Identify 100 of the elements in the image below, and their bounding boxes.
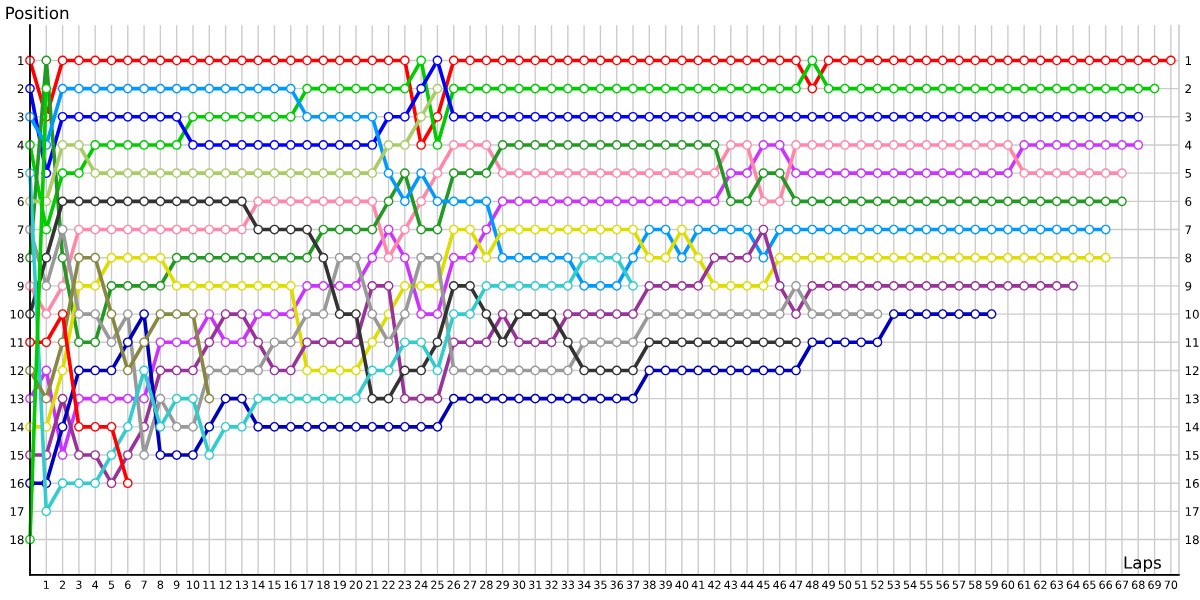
x-tick-label: 59 (985, 580, 998, 589)
x-tick-label: 67 (1115, 580, 1129, 589)
x-tick-label: 30 (512, 580, 526, 589)
x-tick-label: 70 (1164, 580, 1178, 589)
x-tick-label: 50 (838, 580, 852, 589)
x-tick-label: 65 (1083, 580, 1096, 589)
y-tick-label: 13 (10, 394, 24, 404)
x-tick-label: 37 (626, 580, 640, 589)
x-tick-label: 34 (577, 580, 591, 589)
x-tick-label: 29 (496, 580, 509, 589)
x-tick-label: 35 (594, 580, 607, 589)
x-tick-label: 9 (173, 580, 180, 589)
x-tick-label: 48 (805, 580, 819, 589)
x-tick-label: 51 (854, 580, 868, 589)
y-tick-label: 16 (10, 478, 24, 488)
x-tick-label: 22 (382, 580, 395, 589)
y-tick-label: 2 (17, 84, 24, 94)
x-tick-label: 13 (236, 580, 249, 589)
x-tick-label: 1 (43, 580, 49, 589)
y2-tick-label: 18 (1185, 535, 1199, 545)
x-tick-label: 25 (431, 580, 444, 589)
x-tick-label: 3 (76, 580, 82, 589)
y2-tick-label: 16 (1185, 478, 1199, 488)
y2-tick-label: 15 (1185, 450, 1199, 460)
y-tick-label: 14 (10, 422, 24, 432)
y2-tick-label: 17 (1185, 507, 1199, 516)
y2-tick-label: 9 (1185, 281, 1192, 291)
y-tick-label: 10 (10, 309, 24, 319)
x-tick-label: 54 (903, 580, 917, 589)
y2-tick-label: 4 (1185, 140, 1192, 150)
x-tick-label: 6 (125, 580, 131, 589)
x-tick-label: 44 (740, 580, 754, 589)
y2-tick-label: 2 (1185, 84, 1191, 94)
x-tick-label: 10 (187, 580, 200, 589)
x-tick-label: 36 (610, 580, 624, 589)
x-tick-label: 28 (480, 580, 493, 589)
x-tick-label: 57 (952, 580, 966, 589)
x-tick-label: 40 (675, 580, 689, 589)
x-tick-label: 52 (871, 580, 884, 589)
x-tick-label: 68 (1131, 580, 1145, 589)
y-tick-label: 11 (10, 338, 24, 347)
x-tick-label: 7 (141, 580, 147, 589)
x-tick-label: 31 (529, 580, 542, 589)
x-tick-label: 12 (219, 580, 232, 589)
x-tick-label: 63 (1050, 580, 1063, 589)
x-tick-label: 62 (1034, 580, 1047, 589)
x-tick-label: 18 (317, 580, 330, 589)
y2-tick-label: 8 (1185, 253, 1192, 263)
x-tick-label: 2 (59, 580, 66, 589)
x-tick-label: 53 (887, 580, 900, 589)
x-tick-label: 32 (545, 580, 558, 589)
x-axis-title: Laps (1124, 556, 1161, 573)
x-tick-label: 39 (659, 580, 672, 589)
x-tick-label: 26 (447, 580, 461, 589)
x-tick-label: 17 (301, 580, 314, 589)
x-tick-label: 8 (157, 580, 164, 589)
y2-tick-label: 11 (1185, 338, 1199, 347)
x-tick-label: 38 (643, 580, 656, 589)
x-tick-label: 55 (920, 580, 933, 589)
y2-tick-label: 1 (1185, 56, 1191, 65)
x-tick-label: 14 (252, 580, 265, 589)
x-tick-label: 58 (969, 580, 982, 589)
x-tick-label: 66 (1099, 580, 1113, 589)
x-tick-label: 19 (333, 580, 346, 589)
x-tick-label: 45 (756, 580, 770, 589)
x-tick-label: 11 (203, 580, 216, 589)
x-tick-label: 15 (268, 580, 281, 589)
y-tick-label: 15 (10, 450, 24, 460)
x-tick-label: 33 (561, 580, 575, 589)
x-tick-label: 4 (92, 580, 99, 589)
y2-tick-label: 10 (1185, 309, 1199, 319)
x-tick-label: 47 (789, 580, 803, 589)
y2-tick-label: 5 (1185, 169, 1192, 178)
x-tick-label: 20 (349, 580, 363, 589)
x-tick-label: 46 (773, 580, 787, 589)
x-tick-label: 23 (398, 580, 412, 589)
x-tick-label: 56 (936, 580, 950, 589)
y-tick-label: 6 (17, 197, 24, 207)
y2-tick-label: 14 (1185, 422, 1199, 432)
y2-tick-label: 7 (1185, 225, 1192, 235)
y-tick-label: 4 (17, 140, 24, 150)
x-tick-label: 43 (724, 580, 737, 589)
x-tick-label: 24 (414, 580, 428, 589)
x-tick-label: 42 (707, 580, 721, 589)
x-tick-label: 41 (691, 580, 705, 589)
y2-tick-label: 3 (1185, 112, 1192, 122)
y-tick-label: 3 (17, 112, 24, 122)
x-tick-label: 49 (822, 580, 835, 589)
y-tick-label: 9 (17, 281, 24, 291)
x-tick-label: 64 (1066, 580, 1080, 589)
y-tick-label: 18 (10, 535, 24, 545)
y2-tick-label: 13 (1185, 394, 1199, 404)
y-tick-label: 17 (10, 507, 24, 516)
y-axis-title: Position (6, 6, 69, 20)
y2-tick-label: 12 (1185, 366, 1199, 375)
x-tick-label: 16 (284, 580, 298, 589)
x-tick-label: 69 (1148, 580, 1161, 589)
y-tick-label: 7 (17, 225, 24, 235)
y-tick-label: 8 (17, 253, 24, 263)
x-tick-label: 5 (108, 580, 115, 589)
